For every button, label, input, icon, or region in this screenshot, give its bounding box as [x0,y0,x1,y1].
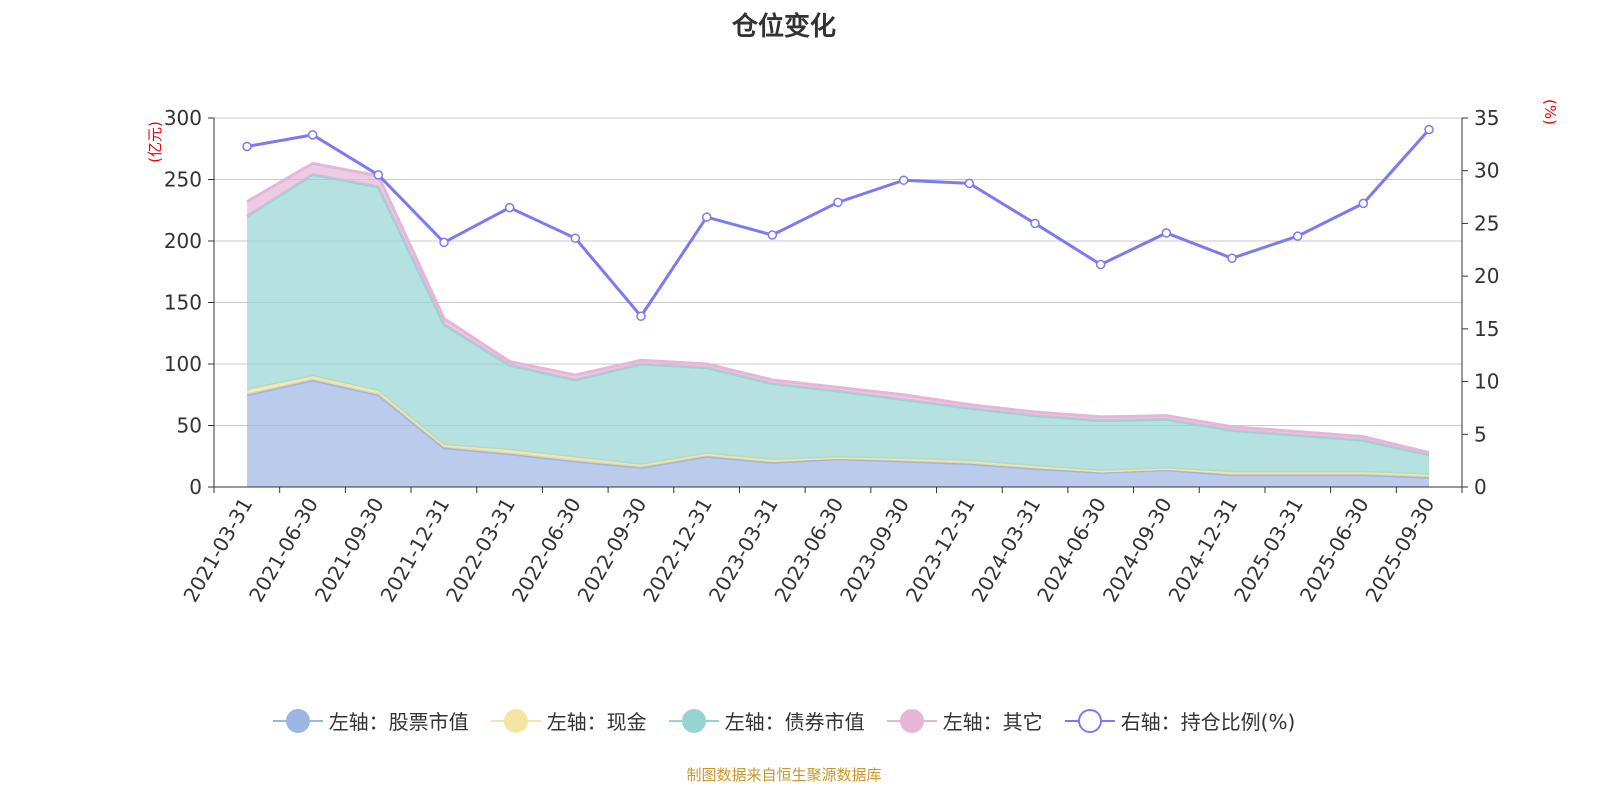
x-tick-label: 2024-12-31 [1163,494,1242,607]
left-tick-label: 0 [189,475,202,499]
x-tick-label: 2025-03-31 [1229,494,1308,607]
ratio-point [1292,231,1303,241]
ratio-point [1227,253,1237,263]
left-tick-label: 100 [164,352,202,376]
x-tick-label: 2024-09-30 [1098,494,1177,607]
legend-marker-icon [490,708,541,733]
area-左轴：股票市值 [247,379,1429,487]
legend-label: 左轴：股票市值 [328,710,469,734]
right-tick-label: 30 [1474,159,1499,183]
ratio-point [242,141,252,152]
left-axis-label: (亿元) [146,121,164,163]
right-tick-label: 10 [1474,370,1499,394]
ratio-point [767,230,778,240]
legend-marker-icon [886,708,937,733]
legend-item[interactable]: 右轴：持仓比例(%) [1064,706,1296,735]
x-tick-label: 2021-12-31 [375,494,454,607]
x-tick-label: 2021-03-31 [178,494,257,607]
ratio-point [1358,198,1369,209]
area-左轴：债券市值 [247,174,1429,475]
right-tick-label: 5 [1474,422,1487,446]
legend-item[interactable]: 左轴：其它 [886,706,1043,735]
legend-label: 左轴：现金 [546,710,647,734]
left-tick-label: 250 [164,168,202,192]
left-tick-label: 300 [164,106,202,130]
right-tick-label: 35 [1474,106,1499,130]
x-tick-label: 2024-03-31 [966,494,1045,607]
ratio-point [439,237,449,248]
right-tick-label: 25 [1474,211,1499,235]
right-tick-label: 0 [1474,475,1487,499]
ratio-point [964,178,975,189]
right-axis-label: (%) [1541,99,1559,125]
ratio-point [307,130,318,140]
ratio-point [1030,218,1040,229]
left-tick-label: 150 [164,291,202,315]
x-tick-label: 2021-09-30 [310,494,389,607]
left-tick-label: 50 [177,414,202,438]
x-tick-label: 2023-03-31 [704,494,783,607]
x-tick-label: 2022-12-31 [638,494,717,607]
ratio-point [636,311,646,321]
x-tick-label: 2022-06-30 [507,494,586,607]
ratio-point [373,170,384,180]
legend-label: 左轴：其它 [942,710,1043,734]
ratio-point [898,175,909,185]
ratio-point [1095,259,1106,270]
legend-label: 右轴：持仓比例(%) [1120,710,1296,734]
x-tick-label: 2023-09-30 [835,494,914,607]
legend-marker-icon [1064,708,1115,733]
ratio-point [1161,228,1172,238]
left-tick-label: 200 [164,229,202,253]
x-tick-label: 2025-06-30 [1295,494,1374,607]
ratio-point [504,202,515,213]
legend-item[interactable]: 左轴：债券市值 [668,706,865,735]
legend-label: 左轴：债券市值 [724,710,865,734]
x-tick-label: 2021-06-30 [244,494,323,607]
x-tick-label: 2023-06-30 [769,494,848,607]
x-tick-label: 2023-12-31 [901,493,980,606]
area-line-左轴：其它 [246,161,1430,455]
right-tick-label: 20 [1474,264,1499,288]
legend-marker-icon [668,708,719,733]
legend-marker-icon [272,708,323,733]
footer-source: 制图数据来自恒生聚源数据库 [686,766,882,784]
ratio-point [570,233,581,243]
legend-item[interactable]: 左轴：股票市值 [272,706,469,735]
legend: 左轴：股票市值 左轴：现金 左轴：债券市值 左轴：其它 右轴：持仓比例(%) [0,706,1568,735]
x-tick-label: 2025-09-30 [1360,494,1439,607]
ratio-point [1424,124,1434,135]
x-tick-label: 2022-09-30 [572,494,651,607]
legend-item[interactable]: 左轴：现金 [490,706,647,735]
x-tick-label: 2024-06-30 [1032,494,1111,607]
ratio-point [833,197,843,208]
ratio-point [701,212,712,222]
right-tick-label: 15 [1474,317,1499,341]
chart-title: 仓位变化 [731,12,836,42]
x-tick-label: 2022-03-31 [441,494,520,607]
